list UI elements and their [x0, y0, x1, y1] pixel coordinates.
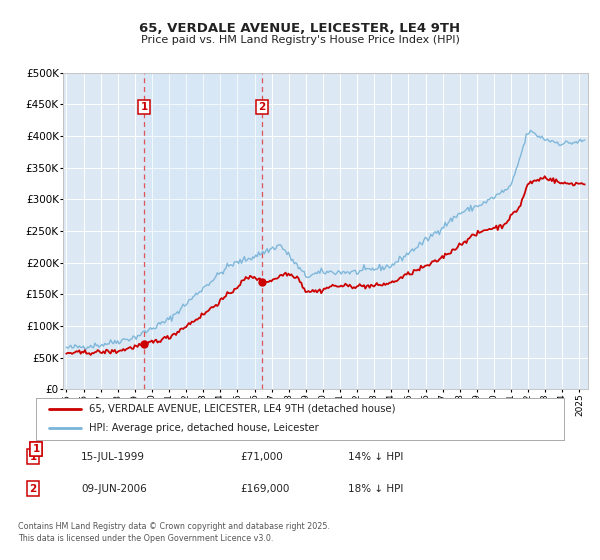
- Text: 14% ↓ HPI: 14% ↓ HPI: [348, 451, 403, 461]
- Text: 2: 2: [29, 484, 37, 494]
- Text: £71,000: £71,000: [240, 451, 283, 461]
- Text: 2: 2: [259, 102, 266, 112]
- Text: 18% ↓ HPI: 18% ↓ HPI: [348, 484, 403, 494]
- Text: HPI: Average price, detached house, Leicester: HPI: Average price, detached house, Leic…: [89, 423, 319, 433]
- Bar: [144, 73, 262, 389]
- Text: £169,000: £169,000: [240, 484, 289, 494]
- Text: 1: 1: [29, 451, 37, 461]
- Text: 15-JUL-1999: 15-JUL-1999: [81, 451, 145, 461]
- Text: 09-JUN-2006: 09-JUN-2006: [81, 484, 147, 494]
- Text: 65, VERDALE AVENUE, LEICESTER, LE4 9TH: 65, VERDALE AVENUE, LEICESTER, LE4 9TH: [139, 22, 461, 35]
- Text: Price paid vs. HM Land Registry's House Price Index (HPI): Price paid vs. HM Land Registry's House …: [140, 35, 460, 45]
- Text: 1: 1: [140, 102, 148, 112]
- Text: 65, VERDALE AVENUE, LEICESTER, LE4 9TH (detached house): 65, VERDALE AVENUE, LEICESTER, LE4 9TH (…: [89, 404, 395, 414]
- Text: 1: 1: [32, 444, 40, 454]
- Text: 1: 1: [32, 444, 40, 454]
- Text: Contains HM Land Registry data © Crown copyright and database right 2025.
This d: Contains HM Land Registry data © Crown c…: [18, 522, 330, 543]
